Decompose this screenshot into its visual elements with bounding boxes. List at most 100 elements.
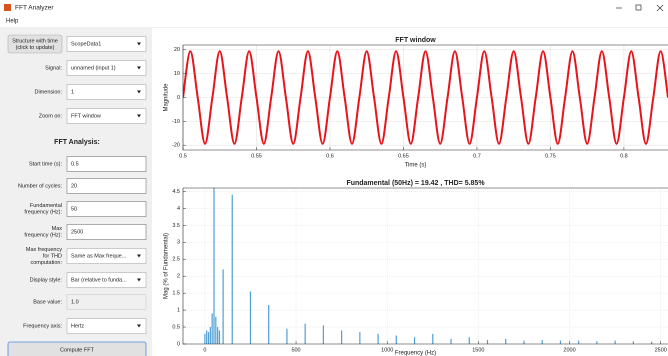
dropdown-arrow [137, 254, 141, 258]
spectrum-bar [268, 305, 270, 344]
y-tick-label: 2 [177, 274, 180, 280]
dropdown[interactable] [66, 60, 147, 76]
dropdown-value: FFT window [71, 113, 101, 119]
menu-item[interactable]: Help [6, 19, 19, 25]
dropdown-value: Hertz [71, 323, 84, 329]
text-input[interactable] [66, 178, 147, 194]
x-tick-label: 0.7 [473, 153, 481, 159]
dropdown-arrow [137, 42, 141, 46]
compute-button-label[interactable]: Compute FFT [60, 347, 95, 353]
spectrum-bar [614, 340, 616, 344]
text-input[interactable] [66, 201, 147, 217]
spectrum-bar [432, 333, 434, 344]
chart-title: Fundamental (50Hz) = 19.42 , THD= 5.85% [346, 180, 485, 187]
input-value: 20 [71, 183, 77, 189]
spectrum-bar [286, 328, 288, 344]
y-tick-label: -10 [172, 119, 180, 125]
field-label: Number of cycles: [18, 183, 62, 189]
input-value: 0.5 [71, 161, 79, 167]
x-tick-label: 1000 [381, 347, 393, 353]
compute-button[interactable] [7, 341, 147, 356]
window-title: FFT Analyzer [15, 5, 54, 12]
x-tick-label: 0.75 [545, 153, 556, 159]
input-value: 1.0 [71, 299, 79, 305]
field-label: computation: [31, 260, 63, 266]
dropdown-value: ScopeData1 [71, 41, 101, 47]
spectrum-bar [213, 188, 215, 344]
close-button[interactable] [656, 4, 664, 12]
spectrum-bar [650, 341, 653, 344]
x-tick-label: 0.5 [179, 153, 187, 159]
dropdown[interactable] [66, 248, 147, 264]
x-tick-label: 2500 [655, 347, 667, 353]
dropdown-value: unnamed (input 1) [71, 65, 116, 71]
spectrum-bar [541, 339, 543, 344]
input-value: 50 [71, 206, 77, 212]
x-tick-label: 500 [291, 347, 300, 353]
spectrum-bar [249, 291, 252, 344]
field-label: for THD [43, 253, 62, 259]
spectrum-bar [207, 332, 210, 344]
x-axis-label: Time (s) [405, 163, 427, 169]
spectrum-bar [206, 330, 208, 344]
spectrum-bar [578, 340, 580, 344]
x-tick-label: 0.6 [326, 153, 334, 159]
text-input[interactable] [66, 224, 147, 240]
x-tick-label: 2000 [563, 347, 575, 353]
spectrum-bar [359, 332, 361, 344]
field-label: Start time (s): [29, 161, 62, 167]
field-label: Max frequency [26, 247, 62, 253]
x-axis-label: Frequency (Hz) [395, 351, 436, 356]
spectrum-bar [231, 194, 233, 344]
y-tick-label: 1.5 [172, 291, 180, 297]
spectrum-bar [218, 330, 221, 344]
signal-line [183, 50, 668, 145]
field-label: frequency (Hz): [24, 233, 62, 239]
y-tick-label: 3.5 [172, 223, 180, 229]
maximize-button[interactable] [635, 4, 642, 11]
spectrum-bar [204, 333, 206, 344]
x-tick-label: 0.55 [251, 153, 262, 159]
x-tick-label: 0 [203, 347, 206, 353]
dropdown-value: 1 [71, 89, 74, 95]
axes-box [182, 187, 668, 345]
spectrum-bar [215, 316, 217, 344]
y-tick-label: 4.5 [172, 189, 180, 195]
dropdown[interactable] [66, 272, 147, 288]
dropdown-value: Bar (relative to funda... [71, 277, 127, 283]
structure-button-label: Structure with time [12, 38, 58, 44]
spectrum-bar [211, 313, 213, 344]
field-label: frequency (Hz): [24, 210, 62, 216]
text-input [66, 294, 147, 310]
text-input[interactable] [66, 156, 147, 172]
y-axis-label: Mag (% of Fundamental) [164, 233, 170, 299]
dropdown[interactable] [66, 84, 147, 100]
y-tick-label: 0 [177, 95, 180, 101]
spectrum-bar [377, 333, 379, 344]
structure-button[interactable] [7, 34, 63, 54]
dropdown[interactable] [66, 36, 147, 52]
plot-marks [204, 188, 653, 344]
x-tick-label: 1500 [472, 347, 484, 353]
field-label: Base value: [33, 299, 62, 305]
dropdown[interactable] [66, 318, 147, 334]
input-value: 2500 [71, 229, 83, 235]
field-label: Display style: [30, 277, 63, 283]
title-bar [0, 0, 668, 15]
spectrum-bar [322, 325, 324, 344]
dropdown[interactable] [66, 108, 147, 124]
field-label: Dimension: [34, 89, 62, 95]
y-tick-label: 10 [174, 71, 180, 77]
field-label: Frequency axis: [23, 323, 62, 329]
structure-button-label: (click to update) [16, 45, 55, 51]
axes-box [182, 44, 668, 151]
section-heading: FFT Analysis: [54, 139, 100, 146]
field-label: Fundamental [30, 203, 62, 209]
y-tick-label: 4 [177, 206, 180, 212]
dropdown-arrow [137, 324, 141, 328]
y-tick-label: 0 [177, 341, 180, 347]
y-tick-label: -20 [172, 143, 180, 149]
spectrum-bar [304, 323, 306, 344]
field-label: Signal: [45, 65, 62, 71]
